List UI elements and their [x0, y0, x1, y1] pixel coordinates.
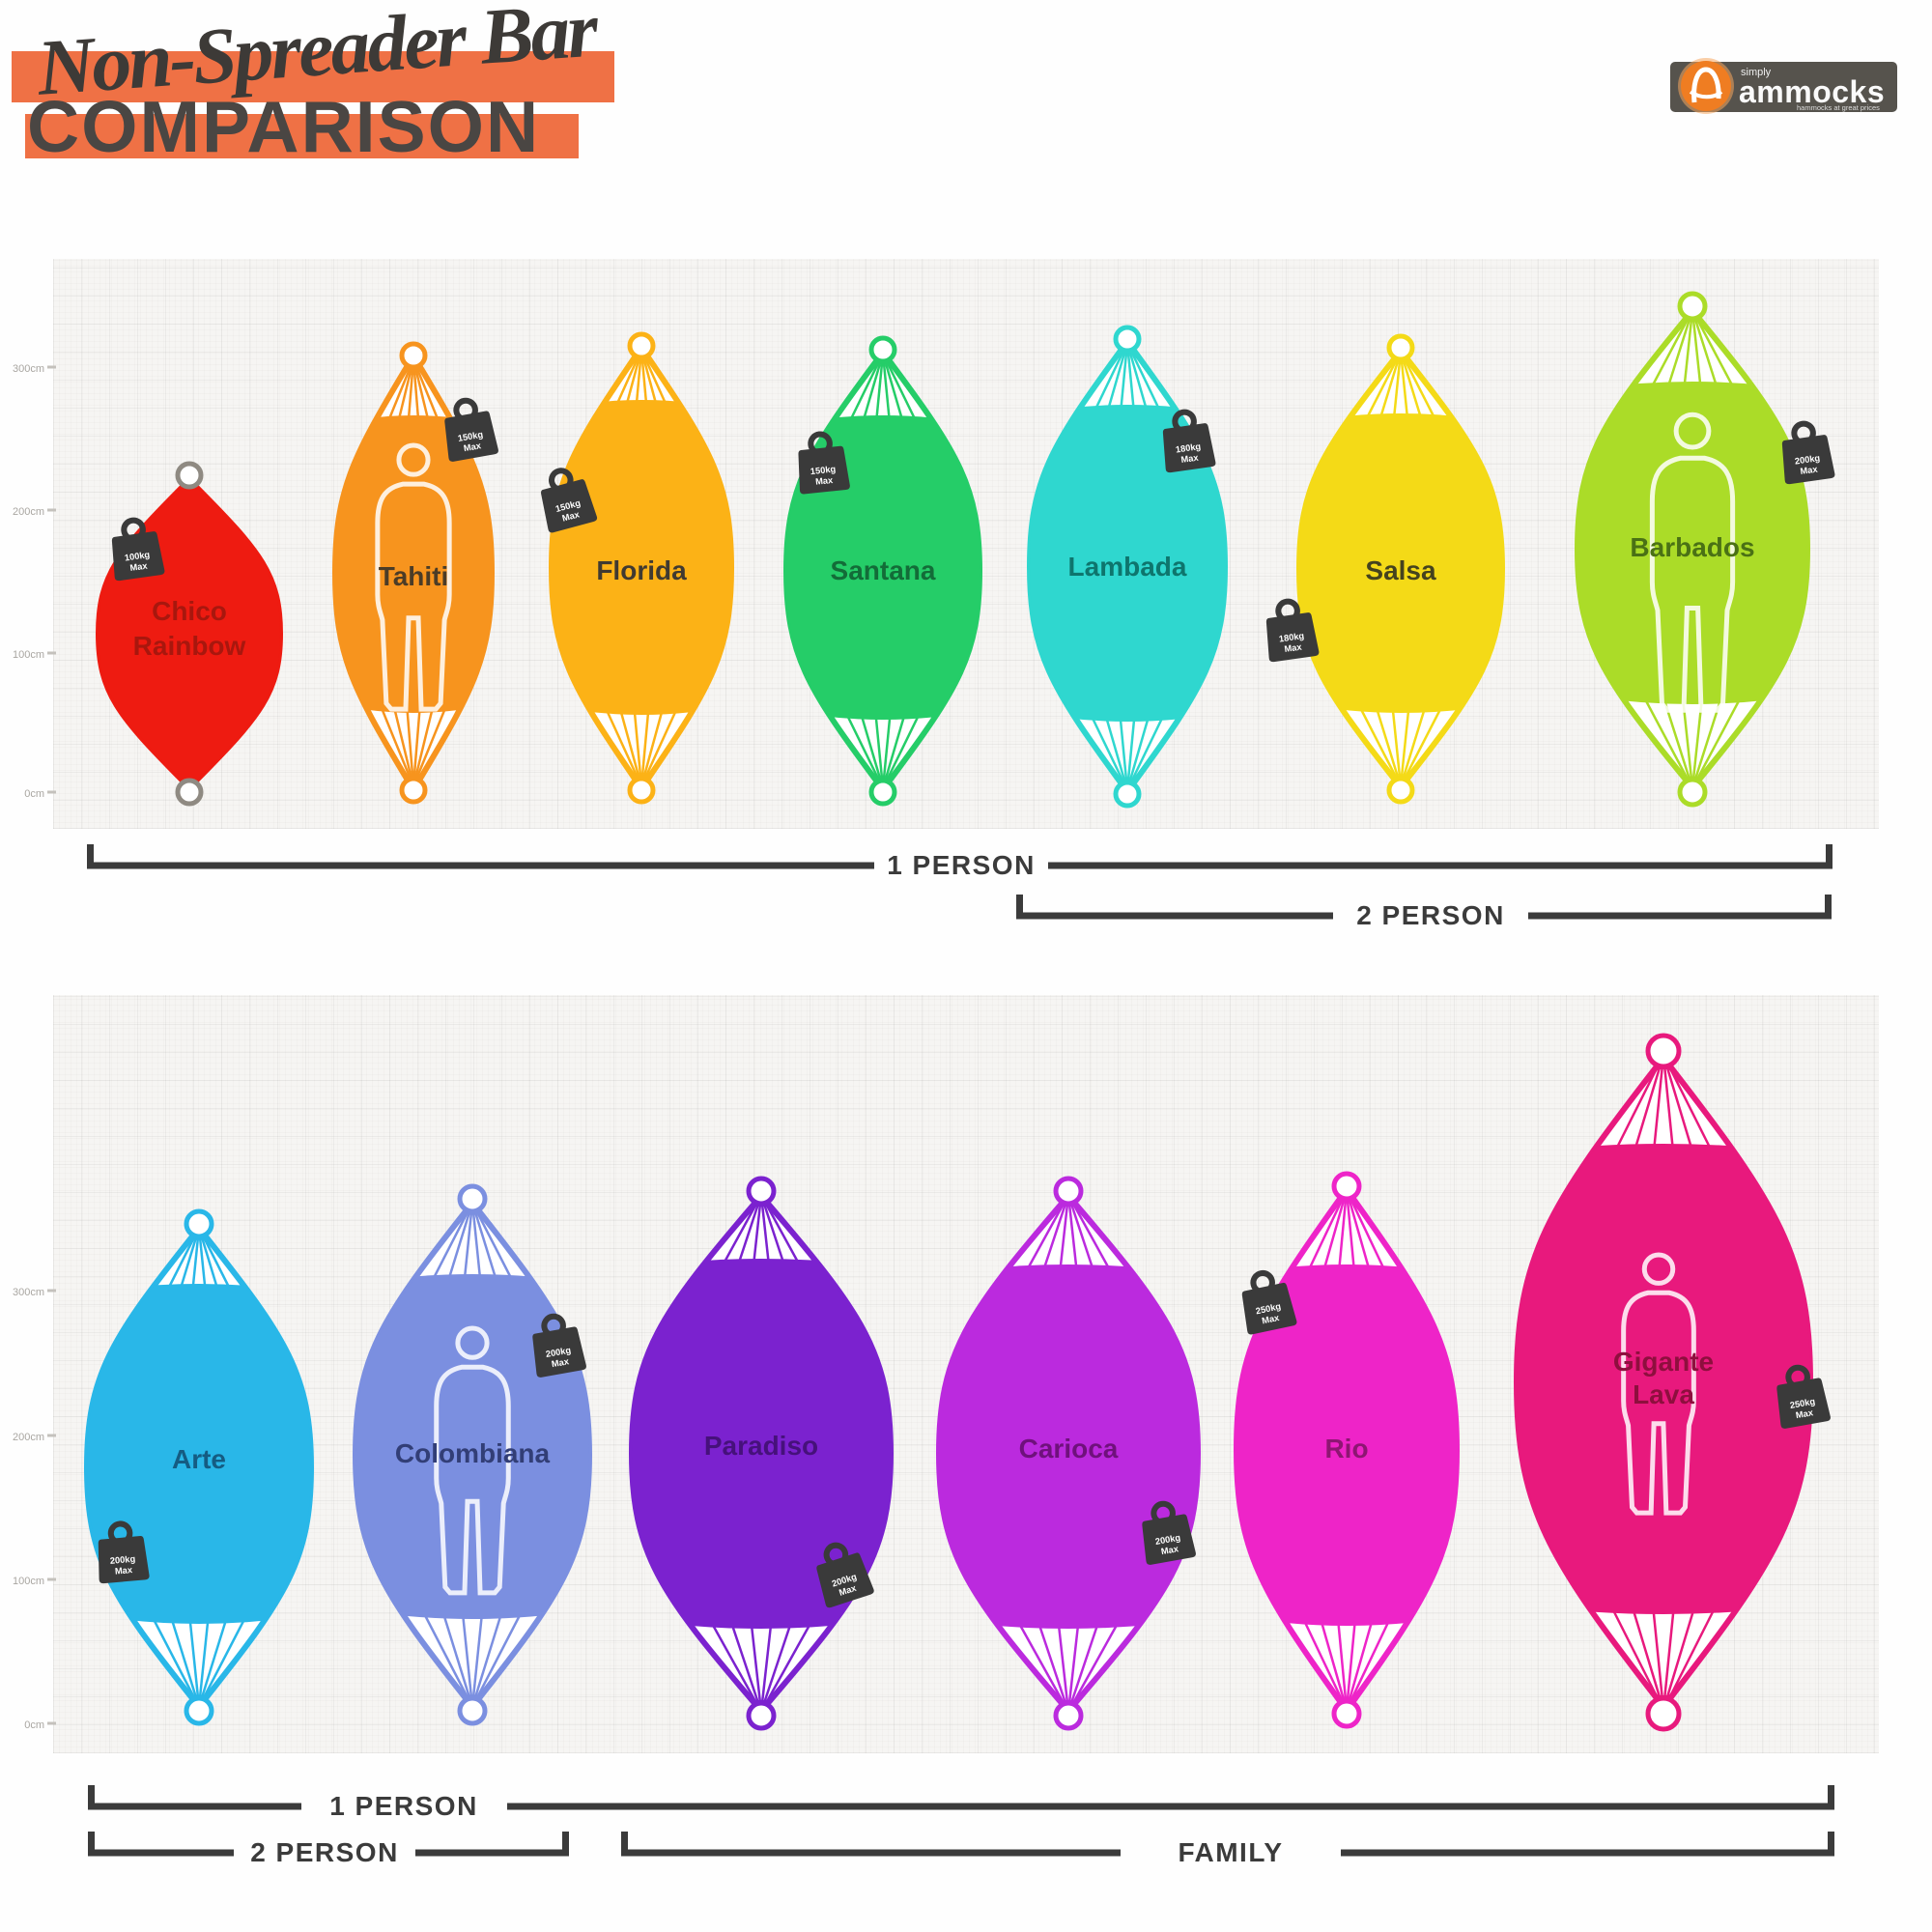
svg-text:Max: Max: [1800, 465, 1819, 477]
svg-text:Tahiti: Tahiti: [379, 561, 449, 591]
svg-text:2 PERSON: 2 PERSON: [250, 1837, 399, 1867]
svg-text:Arte: Arte: [172, 1444, 226, 1474]
svg-text:Max: Max: [1284, 642, 1303, 655]
svg-text:Colombiana: Colombiana: [395, 1438, 551, 1468]
svg-text:0cm: 0cm: [24, 788, 44, 800]
svg-text:Max: Max: [1160, 1544, 1179, 1556]
svg-text:Gigante: Gigante: [1613, 1347, 1714, 1377]
svg-text:100cm: 100cm: [13, 649, 44, 661]
svg-text:Barbados: Barbados: [1630, 532, 1754, 562]
svg-text:Max: Max: [115, 1565, 134, 1577]
svg-text:Rainbow: Rainbow: [133, 631, 246, 661]
svg-text:FAMILY: FAMILY: [1178, 1837, 1283, 1867]
svg-text:Max: Max: [1180, 453, 1200, 466]
svg-text:Max: Max: [463, 440, 482, 453]
svg-text:Lava: Lava: [1633, 1379, 1694, 1409]
svg-text:150kg: 150kg: [810, 464, 837, 476]
svg-text:250kg: 250kg: [1789, 1397, 1816, 1410]
svg-text:180kg: 180kg: [1278, 631, 1305, 644]
svg-text:0cm: 0cm: [24, 1719, 44, 1731]
svg-text:Max: Max: [1795, 1407, 1814, 1420]
svg-text:Rio: Rio: [1324, 1434, 1368, 1463]
svg-text:300cm: 300cm: [13, 1287, 44, 1298]
svg-text:Max: Max: [551, 1356, 570, 1369]
svg-text:200kg: 200kg: [109, 1554, 135, 1566]
svg-text:Lambada: Lambada: [1068, 552, 1187, 582]
svg-text:simply: simply: [1741, 67, 1772, 78]
svg-text:Max: Max: [1261, 1313, 1281, 1326]
svg-text:1 PERSON: 1 PERSON: [887, 850, 1036, 880]
svg-text:200kg: 200kg: [545, 1346, 572, 1359]
svg-text:150kg: 150kg: [457, 430, 484, 443]
svg-text:100kg: 100kg: [124, 550, 151, 563]
svg-text:Max: Max: [561, 509, 582, 524]
svg-text:180kg: 180kg: [1175, 441, 1202, 455]
svg-text:1 PERSON: 1 PERSON: [329, 1791, 478, 1821]
svg-text:Salsa: Salsa: [1365, 555, 1436, 585]
svg-text:300cm: 300cm: [13, 363, 44, 375]
svg-text:hammocks at great prices: hammocks at great prices: [1797, 103, 1880, 112]
svg-text:Max: Max: [815, 475, 835, 487]
svg-text:Florida: Florida: [596, 555, 687, 585]
svg-text:ammocks: ammocks: [1739, 74, 1885, 109]
svg-text:200kg: 200kg: [1154, 1533, 1181, 1547]
svg-text:200kg: 200kg: [1794, 453, 1821, 467]
svg-text:Paradiso: Paradiso: [704, 1431, 818, 1461]
svg-text:Max: Max: [129, 561, 149, 574]
svg-text:Carioca: Carioca: [1019, 1434, 1119, 1463]
svg-text:Santana: Santana: [831, 555, 936, 585]
svg-text:2 PERSON: 2 PERSON: [1356, 900, 1505, 930]
svg-text:200cm: 200cm: [13, 1432, 44, 1443]
svg-text:Chico: Chico: [152, 596, 227, 626]
svg-text:200cm: 200cm: [13, 506, 44, 518]
svg-text:100cm: 100cm: [13, 1576, 44, 1587]
